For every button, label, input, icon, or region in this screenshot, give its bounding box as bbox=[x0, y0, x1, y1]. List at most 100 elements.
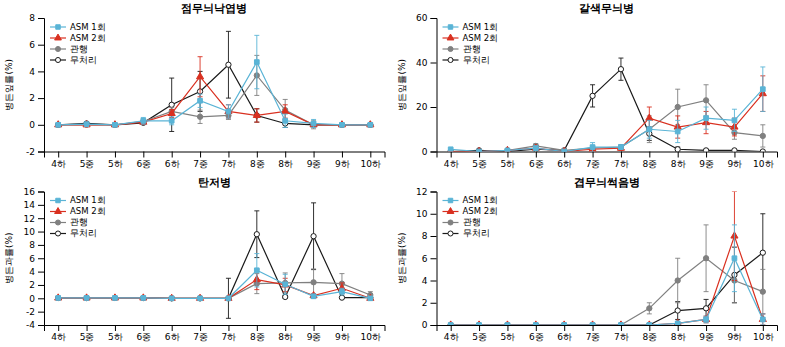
error-bar-cap bbox=[169, 124, 174, 125]
x-tick-mark bbox=[678, 325, 679, 331]
marker bbox=[282, 107, 289, 113]
y-tick: 4 bbox=[29, 67, 44, 77]
marker bbox=[562, 322, 567, 325]
x-tick-mark bbox=[706, 152, 707, 158]
marker bbox=[141, 118, 146, 123]
error-bar-cap bbox=[198, 123, 203, 124]
marker bbox=[448, 323, 453, 325]
legend-label: 무처리 bbox=[70, 55, 97, 65]
marker bbox=[647, 323, 652, 325]
marker bbox=[141, 295, 146, 300]
legend-label: ASM 1회 bbox=[463, 22, 499, 32]
error-bar-cap bbox=[283, 127, 288, 128]
marker bbox=[617, 144, 624, 150]
error-bar-cap bbox=[141, 117, 146, 118]
x-tick-mark bbox=[342, 152, 343, 158]
x-tick-mark bbox=[564, 325, 565, 331]
x-tick: 9하 bbox=[335, 152, 350, 169]
marker bbox=[505, 322, 510, 325]
error-bar bbox=[675, 302, 680, 320]
x-tick-label: 5중 bbox=[472, 159, 487, 169]
x-tick-label: 8중 bbox=[642, 332, 657, 342]
y-tick-mark bbox=[38, 218, 44, 219]
error-bar-cap bbox=[283, 274, 288, 275]
x-tick: 10하 bbox=[753, 152, 773, 169]
marker bbox=[703, 148, 708, 152]
x-tick-label: 9하 bbox=[335, 332, 350, 342]
x-tick-label: 6중 bbox=[136, 332, 151, 342]
series-line bbox=[58, 75, 370, 124]
marker bbox=[112, 295, 117, 300]
error-bar-cap bbox=[704, 299, 709, 300]
marker bbox=[675, 147, 680, 152]
error-bar-cap bbox=[760, 313, 765, 314]
marker bbox=[56, 122, 61, 127]
error-bar bbox=[675, 258, 680, 303]
error-bar-cap bbox=[169, 78, 174, 79]
y-tick: 60 bbox=[416, 13, 436, 23]
marker bbox=[311, 280, 316, 285]
error-bar-cap bbox=[647, 120, 652, 121]
marker bbox=[646, 321, 653, 325]
x-tick: 8중 bbox=[250, 152, 265, 169]
x-tick-mark bbox=[593, 152, 594, 158]
error-bar-cap bbox=[254, 289, 259, 290]
error-bar bbox=[732, 225, 737, 292]
error-bar bbox=[704, 316, 709, 323]
error-bar-cap bbox=[704, 224, 709, 225]
error-bar bbox=[675, 120, 680, 142]
marker bbox=[561, 321, 568, 325]
series bbox=[56, 35, 373, 127]
x-tick: 9중 bbox=[699, 152, 714, 169]
legend-marker bbox=[55, 46, 60, 51]
error-bar-cap bbox=[732, 224, 737, 225]
y-tick: 0 bbox=[422, 147, 437, 157]
marker bbox=[590, 322, 595, 325]
figure: 4하5중5하6중6하7중7하8중8하9중9하10하-202468점무늬낙엽병병든… bbox=[0, 0, 785, 347]
y-tick-mark bbox=[431, 107, 437, 108]
y-tick: 6 bbox=[29, 254, 44, 264]
marker bbox=[476, 149, 481, 152]
error-bar-cap bbox=[226, 278, 231, 279]
series bbox=[448, 225, 765, 325]
error-bar-cap bbox=[141, 124, 146, 125]
marker bbox=[477, 323, 482, 325]
marker bbox=[533, 146, 538, 151]
marker bbox=[84, 296, 89, 301]
x-tick-label: 5하 bbox=[501, 159, 516, 169]
x-tick: 8하 bbox=[671, 152, 686, 169]
x-tick-label: 9하 bbox=[728, 332, 743, 342]
marker bbox=[56, 122, 61, 127]
error-bar-cap bbox=[226, 118, 231, 119]
error-bar bbox=[226, 31, 231, 98]
error-bar bbox=[283, 114, 288, 127]
marker bbox=[197, 296, 202, 301]
marker bbox=[254, 232, 259, 237]
x-tick: 4하 bbox=[444, 325, 459, 342]
error-bar-cap bbox=[732, 109, 737, 110]
y-tick: 2 bbox=[29, 93, 44, 103]
y-tick-mark bbox=[431, 258, 437, 259]
marker bbox=[368, 122, 373, 127]
x-tick-mark bbox=[734, 152, 735, 158]
error-bar-cap bbox=[311, 128, 316, 129]
marker bbox=[562, 148, 567, 152]
error-bar-cap bbox=[254, 108, 259, 109]
marker bbox=[647, 322, 652, 325]
error-bar-cap bbox=[760, 313, 765, 314]
legend-marker bbox=[55, 208, 62, 214]
marker bbox=[196, 294, 203, 300]
marker bbox=[618, 322, 623, 325]
marker bbox=[704, 116, 709, 121]
error-bar-cap bbox=[339, 273, 344, 274]
y-axis-title: 병든잎률(%) bbox=[4, 59, 14, 111]
y-tick: 12 bbox=[416, 187, 436, 197]
error-bar-cap bbox=[169, 131, 174, 132]
x-tick: 6하 bbox=[557, 152, 572, 169]
x-tick: 5중 bbox=[472, 152, 487, 169]
legend-label: ASM 2회 bbox=[463, 33, 499, 43]
error-bar bbox=[590, 143, 595, 152]
legend-label: 관행 bbox=[463, 217, 481, 227]
x-tick-label: 8중 bbox=[642, 159, 657, 169]
y-tick: 0 bbox=[29, 120, 44, 130]
